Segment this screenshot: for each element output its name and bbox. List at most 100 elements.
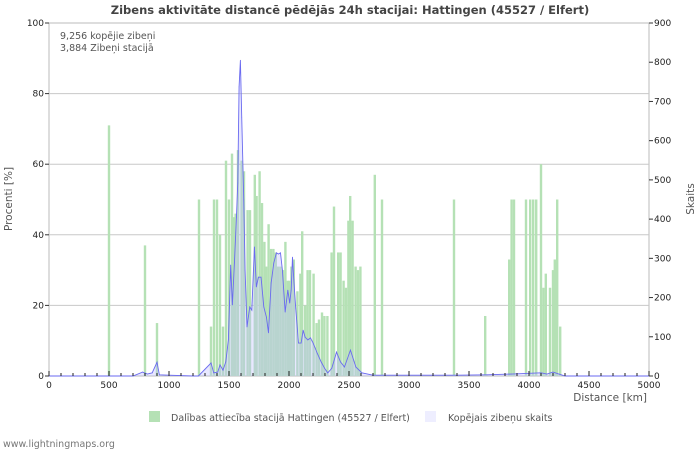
bar (292, 259, 295, 376)
total-strikes-point (293, 279, 295, 281)
total-strikes-point (280, 252, 281, 254)
y2-tick-label: 500 (654, 176, 671, 186)
total-strikes-point (147, 373, 148, 375)
total-strikes-point (230, 264, 232, 266)
bar (304, 305, 307, 376)
bar (356, 270, 360, 376)
total-strikes-point (263, 306, 265, 308)
bar (337, 252, 340, 376)
total-strikes-point (219, 364, 221, 366)
total-strikes-point (228, 339, 229, 341)
total-strikes-point (273, 262, 275, 264)
info-total-strikes: 9,256 kopējie zibeņi (60, 31, 155, 42)
x-tick-label: 2500 (338, 381, 361, 391)
bar (326, 315, 329, 376)
y-tick-label: 80 (33, 90, 45, 100)
x-tick-label: 3000 (398, 381, 421, 391)
bar (351, 220, 354, 376)
x-tick-label: 1000 (158, 381, 181, 391)
x-tick-label: 500 (100, 381, 117, 391)
y2-axis-title: Skaits (685, 183, 697, 215)
watermark: www.lightningmaps.org (3, 439, 115, 450)
bar (524, 199, 528, 376)
total-strikes-point (249, 306, 251, 308)
bar (232, 217, 235, 376)
bar (218, 234, 222, 376)
chart-title: Zibens aktivitāte distancē pēdējās 24h s… (111, 3, 589, 17)
bar (339, 252, 342, 376)
total-strikes-point (552, 371, 554, 373)
bar (306, 270, 309, 376)
bar (359, 266, 362, 376)
total-strikes-point (270, 282, 272, 284)
bar (234, 213, 237, 376)
bar (484, 315, 487, 376)
total-strikes-point (312, 342, 314, 344)
bar (299, 273, 302, 376)
bar (315, 323, 318, 376)
bar (342, 280, 345, 376)
bar (258, 171, 261, 376)
total-strikes-point (234, 262, 235, 264)
y2-tick-label: 900 (654, 19, 671, 29)
bar (279, 266, 282, 376)
y2-tick-label: 100 (654, 333, 671, 343)
bar (330, 252, 333, 376)
bar (107, 125, 111, 377)
bar (535, 199, 538, 376)
total-strikes-point (276, 252, 277, 254)
bar (510, 199, 513, 376)
bar (512, 199, 516, 376)
bar (532, 199, 535, 376)
total-strikes-point (237, 182, 239, 184)
total-strikes-point (287, 289, 289, 291)
total-strikes-point (298, 342, 299, 344)
total-strikes-point (156, 361, 158, 363)
y-tick-label: 20 (33, 301, 45, 311)
bar (253, 174, 256, 376)
bar (274, 252, 277, 376)
bar (246, 210, 249, 376)
x-tick-label: 5000 (638, 381, 661, 391)
bar (248, 210, 252, 376)
total-strikes-point (302, 329, 304, 331)
y-tick-label: 0 (38, 372, 44, 382)
bar (269, 248, 273, 376)
total-strikes-line (49, 60, 649, 377)
total-strikes-point (236, 216, 237, 218)
bar (529, 199, 532, 376)
y2-tick-label: 200 (654, 294, 671, 304)
bar (267, 224, 270, 376)
bar (277, 266, 280, 376)
total-strikes-point (231, 304, 233, 306)
x-axis-title: Distance [km] (573, 392, 647, 404)
y2-tick-label: 0 (654, 372, 660, 382)
x-tick-label: 2000 (278, 381, 301, 391)
bar (344, 287, 348, 376)
legend: Dalības attiecība stacijā Hattingen (455… (149, 411, 553, 424)
bar (209, 326, 213, 376)
bar (373, 174, 376, 376)
total-strikes-point (240, 59, 241, 61)
total-strikes-point (268, 332, 269, 334)
x-tick-label: 4500 (578, 381, 601, 391)
total-strikes-point (310, 337, 311, 339)
total-strikes-point (320, 361, 322, 363)
bar (215, 199, 219, 376)
total-strikes-point (324, 367, 325, 369)
y2-tick-label: 600 (654, 137, 671, 147)
bar (212, 199, 216, 376)
bar (553, 259, 556, 376)
total-strikes-point (295, 307, 297, 309)
total-strikes-point (210, 362, 212, 364)
total-strikes-point (251, 309, 253, 311)
total-strikes-point (355, 366, 357, 368)
y2-tick-label: 300 (654, 254, 671, 264)
bar (548, 287, 552, 376)
bar (272, 248, 275, 376)
bar (559, 326, 562, 376)
total-strikes-point (244, 269, 246, 271)
bar (551, 270, 555, 376)
total-strikes-point (327, 372, 329, 374)
total-strikes-point (266, 316, 267, 318)
